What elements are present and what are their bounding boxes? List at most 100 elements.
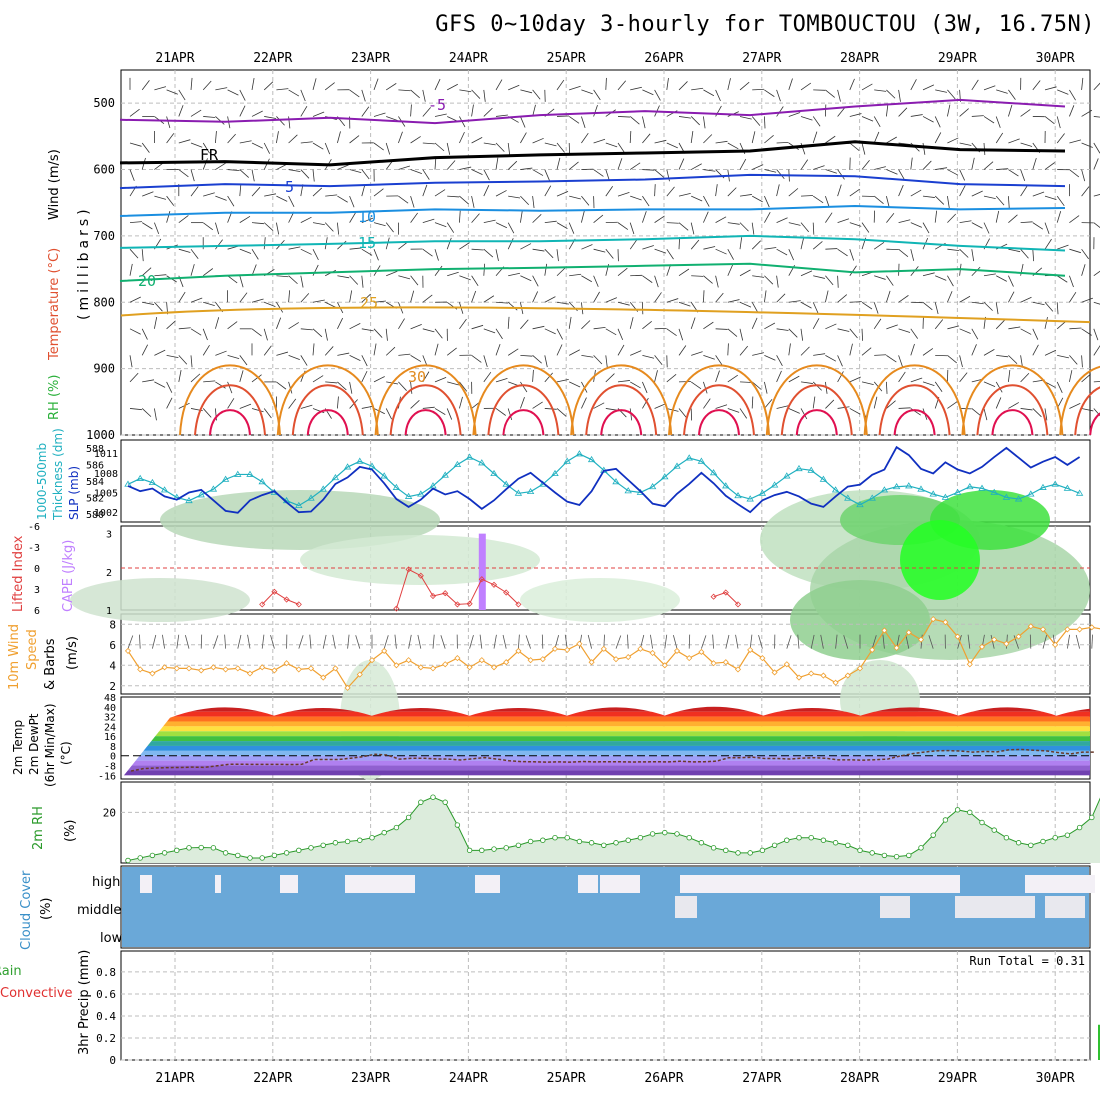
wind-barb <box>837 169 845 180</box>
wind-tick: 4 <box>109 659 116 672</box>
rh-marker <box>1028 842 1034 848</box>
wind-barb <box>556 222 568 229</box>
wind-barb <box>735 634 739 649</box>
date-label-top: 26APR <box>644 51 683 66</box>
wind-barb <box>642 320 652 330</box>
wind-barb <box>666 142 678 149</box>
wind-barb <box>288 169 301 173</box>
rh-marker <box>137 855 143 861</box>
wind-barb <box>532 291 539 303</box>
wind-barb <box>459 318 467 330</box>
thickness-marker <box>551 469 559 477</box>
wind-barb <box>300 89 306 102</box>
lifted-marker <box>454 601 461 608</box>
wind-barb <box>361 89 366 102</box>
wind-barb <box>532 89 541 100</box>
wind-barb <box>1081 328 1092 336</box>
wind-barb <box>1081 142 1093 148</box>
wind-barb <box>434 343 439 356</box>
wind-barb <box>581 195 590 206</box>
wind-barb <box>385 142 391 155</box>
wind-barb <box>239 355 248 366</box>
lifted-tick: 3 <box>34 585 40 596</box>
wind-barb <box>959 248 969 258</box>
wind-speed-marker <box>856 665 864 672</box>
cape-side-label: CAPE (J/kg) <box>61 540 76 612</box>
wind-barb <box>398 195 409 204</box>
wind-barb <box>127 635 134 649</box>
rh-marker <box>503 845 509 851</box>
lifted-tick: 0 <box>34 564 40 575</box>
thickness-marker <box>746 495 754 502</box>
wind-barb <box>825 169 837 174</box>
temp-band <box>121 736 1090 742</box>
wind-barb <box>886 169 898 175</box>
thickness-marker <box>478 459 486 466</box>
temp-tick: 40 <box>104 703 116 714</box>
wind-barb <box>849 188 860 197</box>
wind-barb <box>617 222 629 230</box>
wind-barb <box>312 264 319 276</box>
high-cloud <box>475 875 500 893</box>
thickness-marker <box>819 475 828 482</box>
wind-barb <box>361 106 370 117</box>
wind-barb <box>825 135 836 144</box>
wind-speed-marker <box>307 665 315 672</box>
wind-speed-marker <box>466 664 473 671</box>
wind-barb <box>873 318 882 330</box>
wind-barb <box>971 222 983 229</box>
precip-legend: Total / Rain Convective <box>0 964 73 1001</box>
wind-barb <box>422 328 435 333</box>
wind-speed-marker <box>1088 624 1095 631</box>
wind-barb <box>347 634 350 649</box>
wind-barb <box>727 248 734 260</box>
thickness-marker <box>795 464 803 472</box>
rh-area <box>790 580 930 660</box>
wind-barb <box>251 298 264 303</box>
wind-barb <box>764 211 771 223</box>
thickness-marker <box>734 491 742 499</box>
wind-speed-marker <box>283 660 290 667</box>
date-label-top: 24APR <box>449 51 488 66</box>
isotherm <box>194 384 266 436</box>
wind-barb <box>971 408 982 417</box>
temp-band <box>121 721 1090 727</box>
wind-speed-marker <box>783 661 790 668</box>
wind-barb <box>593 291 600 303</box>
wind-barb <box>764 169 777 173</box>
wind-barb <box>825 399 835 409</box>
wind-barb <box>520 397 525 409</box>
wind-speed-marker <box>222 666 229 673</box>
rh-marker <box>991 827 997 833</box>
wind-barb <box>922 222 930 234</box>
wind-barb <box>203 301 215 306</box>
wind-barb <box>691 87 704 91</box>
date-label-bottom: 22APR <box>253 1071 292 1086</box>
wind-barb <box>1069 169 1080 178</box>
wind-label-1: 10m Wind <box>7 624 22 690</box>
wind-barb <box>178 139 191 144</box>
rh-marker <box>625 837 631 843</box>
wind-barb <box>593 89 601 101</box>
wind-barb <box>587 634 592 649</box>
wind-barb <box>1093 408 1100 417</box>
slp-label: SLP (mb) <box>67 466 81 520</box>
wind-barb <box>337 396 339 409</box>
wind-barb <box>385 222 394 233</box>
wind-barb <box>276 351 289 356</box>
thickness-marker <box>856 501 864 508</box>
slp-tick: 1008 <box>94 469 118 480</box>
wind-barb <box>1069 355 1078 365</box>
wind-barb <box>788 300 801 303</box>
wind-barb <box>556 267 566 277</box>
wind-barb <box>810 634 815 649</box>
wind-barb <box>630 350 642 356</box>
wind-barb <box>544 220 557 224</box>
thickness-tick: 580 <box>86 510 104 521</box>
wind-barb <box>947 169 959 176</box>
rh-marker <box>1015 840 1022 846</box>
wind-barb <box>166 89 178 95</box>
wind-barb <box>617 80 627 91</box>
wind-barb <box>776 355 783 367</box>
wind-barb <box>373 188 384 197</box>
